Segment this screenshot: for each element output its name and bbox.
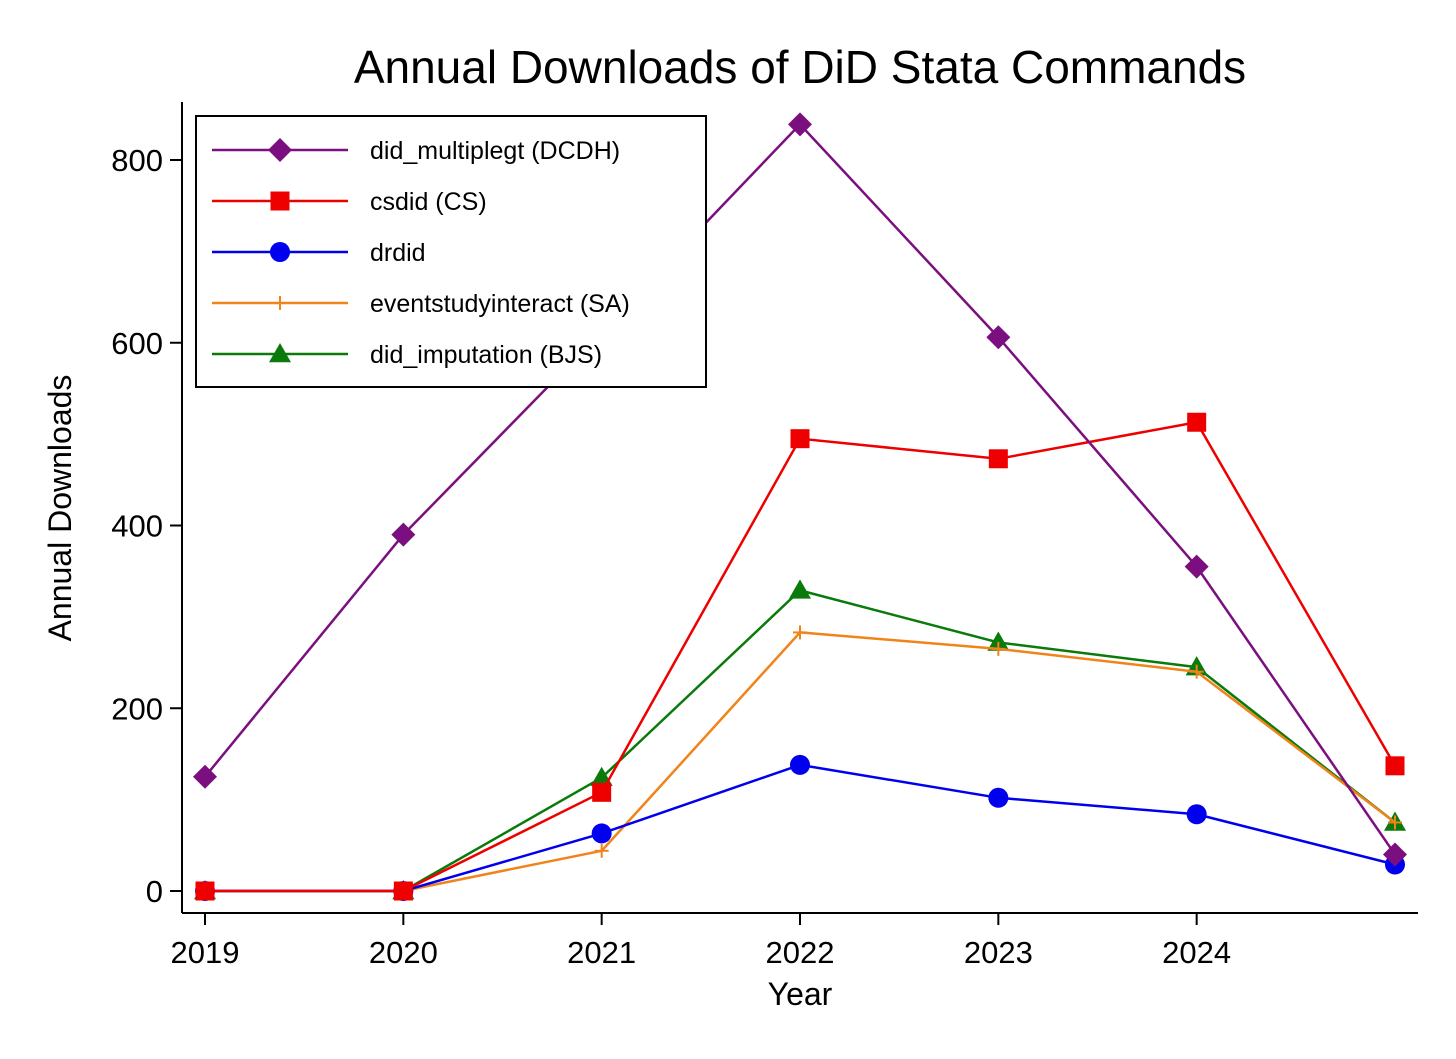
diamond-marker — [391, 522, 416, 547]
plus-marker — [793, 625, 807, 640]
plus-marker — [991, 641, 1006, 656]
square-marker — [1385, 756, 1405, 776]
diamond-marker — [986, 325, 1011, 350]
legend-label: eventstudyinteract (SA) — [370, 290, 630, 318]
diamond-marker — [193, 764, 217, 789]
diamond-marker — [1383, 842, 1407, 867]
circle-marker — [270, 242, 290, 262]
series-group — [193, 112, 1407, 867]
y-tick-label: 800 — [111, 143, 163, 178]
diamond-marker — [268, 138, 292, 162]
diamond-marker — [788, 112, 812, 137]
plus-marker — [273, 296, 287, 310]
y-axis-ticks: 0 200 400 600 800 — [111, 143, 182, 909]
legend-item: csdid (CS) — [212, 188, 487, 216]
y-tick-label: 400 — [111, 509, 163, 544]
legend-label: csdid (CS) — [370, 188, 487, 216]
square-marker — [393, 881, 413, 901]
legend-item: did_multiplegt (DCDH) — [212, 137, 620, 165]
x-tick-label: 2020 — [369, 935, 438, 970]
legend-label: did_multiplegt (DCDH) — [370, 137, 620, 165]
x-axis-label: Year — [768, 976, 833, 1012]
chart-title: Annual Downloads of DiD Stata Commands — [354, 41, 1246, 93]
circle-marker — [1186, 804, 1207, 825]
legend-label: did_imputation (BJS) — [370, 341, 602, 369]
y-tick-label: 0 — [146, 874, 163, 909]
triangle-marker — [269, 343, 291, 363]
triangle-marker — [987, 631, 1010, 651]
plus-marker — [594, 843, 609, 858]
y-tick-label: 600 — [111, 326, 163, 361]
circle-marker — [988, 787, 1009, 808]
series-layer — [193, 112, 1407, 901]
series-line — [205, 763, 1396, 893]
square-marker — [270, 191, 290, 211]
square-marker — [790, 429, 810, 449]
plus-marker — [1388, 815, 1402, 830]
square-marker — [988, 449, 1008, 469]
plus-marker — [1189, 664, 1204, 679]
x-tick-label: 2019 — [171, 935, 240, 970]
x-tick-label: 2024 — [1162, 935, 1231, 970]
x-axis-ticks: 2019 2020 2021 2022 2023 2024 — [171, 913, 1231, 970]
legend-label: drdid — [370, 239, 426, 267]
x-tick-label: 2023 — [964, 935, 1033, 970]
legend-item: did_imputation (BJS) — [212, 341, 602, 369]
x-tick-label: 2022 — [766, 935, 835, 970]
x-tick-label: 2021 — [567, 935, 636, 970]
square-marker — [592, 782, 612, 802]
circle-marker — [591, 823, 612, 844]
y-axis-label: Annual Downloads — [42, 375, 78, 642]
y-tick-label: 200 — [111, 691, 163, 726]
series-line — [205, 420, 1397, 893]
square-marker — [1187, 412, 1207, 432]
circle-marker — [790, 754, 810, 775]
square-marker — [195, 881, 215, 901]
legend-item: drdid — [212, 239, 426, 267]
diamond-marker — [1184, 554, 1209, 579]
legend-item: eventstudyinteract (SA) — [212, 290, 630, 318]
legend: did_multiplegt (DCDH) csdid (CS) drdid even… — [195, 115, 707, 388]
triangle-marker — [789, 579, 811, 599]
series-group — [195, 412, 1405, 901]
series-group — [195, 754, 1405, 901]
